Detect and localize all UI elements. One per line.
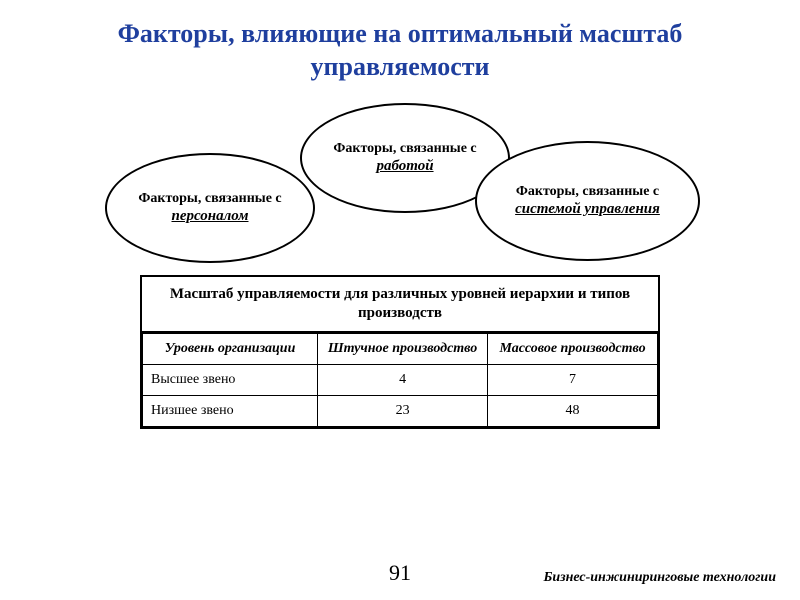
table-header-row: Уровень организации Штучное производство… bbox=[143, 333, 658, 364]
col-header-unit-prod: Штучное производство bbox=[318, 333, 488, 364]
cell-bottom-mass: 48 bbox=[488, 395, 658, 426]
ellipse-pers-lead: Факторы, связанные с bbox=[138, 191, 281, 207]
ellipse-work-lead: Факторы, связанные с bbox=[333, 141, 476, 157]
cell-top-mass: 7 bbox=[488, 364, 658, 395]
footer-text: Бизнес-инжиниринговые технологии bbox=[543, 570, 776, 586]
data-table: Уровень организации Штучное производство… bbox=[142, 333, 658, 427]
table-row: Высшее звено 4 7 bbox=[143, 364, 658, 395]
table-title: Масштаб управляемости для различных уров… bbox=[142, 277, 658, 333]
ellipse-mgmt-lead: Факторы, связанные с bbox=[516, 184, 659, 200]
ellipse-personnel: Факторы, связанные с персоналом bbox=[105, 153, 315, 263]
cell-bottom-unit: 23 bbox=[318, 395, 488, 426]
col-header-level: Уровень организации bbox=[143, 333, 318, 364]
scale-table: Масштаб управляемости для различных уров… bbox=[140, 275, 660, 429]
row-label-bottom: Низшее звено bbox=[143, 395, 318, 426]
col-header-mass-prod: Массовое производство bbox=[488, 333, 658, 364]
ellipse-management-system: Факторы, связанные с системой управления bbox=[475, 141, 700, 261]
ellipse-pers-emph: персоналом bbox=[171, 207, 248, 225]
ellipse-work-emph: работой bbox=[376, 157, 433, 175]
table-row: Низшее звено 23 48 bbox=[143, 395, 658, 426]
factors-diagram: Факторы, связанные с работой Факторы, св… bbox=[90, 93, 710, 283]
row-label-top: Высшее звено bbox=[143, 364, 318, 395]
ellipse-mgmt-emph: системой управления bbox=[515, 200, 660, 218]
page-title: Факторы, влияющие на оптимальный масштаб… bbox=[0, 0, 800, 83]
cell-top-unit: 4 bbox=[318, 364, 488, 395]
